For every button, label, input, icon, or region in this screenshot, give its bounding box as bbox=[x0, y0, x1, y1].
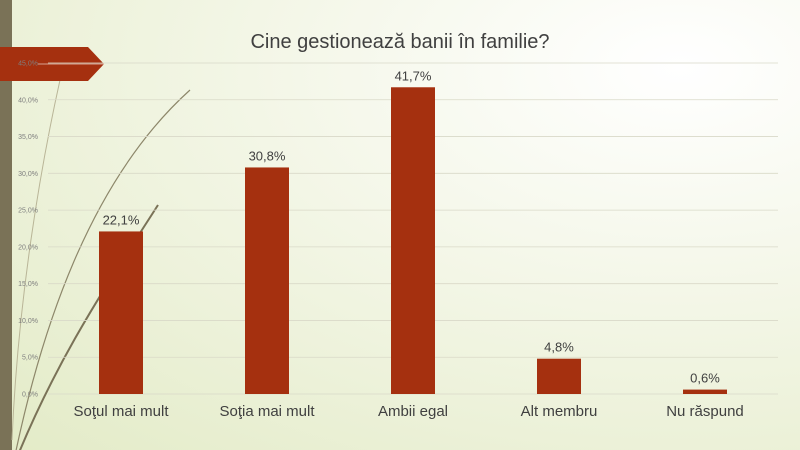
data-label: 41,7% bbox=[395, 68, 432, 83]
y-tick-label: 5,0% bbox=[22, 355, 38, 362]
chart-title: Cine gestionează banii în familie? bbox=[250, 31, 550, 53]
bar bbox=[683, 389, 727, 394]
y-tick-label: 30,0% bbox=[18, 171, 38, 178]
y-tick-label: 35,0% bbox=[18, 134, 38, 141]
y-tick-label: 40,0% bbox=[18, 97, 38, 104]
bar bbox=[99, 231, 143, 394]
category-label: Soţia mai mult bbox=[219, 403, 315, 420]
y-tick-label: 20,0% bbox=[18, 244, 38, 251]
y-tick-label: 10,0% bbox=[18, 318, 38, 325]
data-label: 4,8% bbox=[544, 340, 574, 355]
bar bbox=[245, 167, 289, 394]
category-label: Alt membru bbox=[521, 403, 598, 420]
y-tick-label: 25,0% bbox=[18, 208, 38, 215]
data-label: 22,1% bbox=[103, 212, 140, 227]
category-label: Nu răspund bbox=[666, 403, 744, 420]
data-label: 30,8% bbox=[249, 148, 286, 163]
category-label: Soţul mai mult bbox=[73, 403, 169, 420]
category-label: Ambii egal bbox=[378, 403, 448, 420]
arrow-shape bbox=[0, 47, 104, 81]
data-label: 0,6% bbox=[690, 371, 720, 386]
y-tick-label: 45,0% bbox=[18, 61, 38, 68]
bar bbox=[391, 87, 435, 395]
y-tick-label: 15,0% bbox=[18, 281, 38, 288]
bar bbox=[537, 358, 581, 394]
left-accent-bar bbox=[0, 0, 12, 450]
y-tick-label: 0,0% bbox=[22, 392, 38, 399]
